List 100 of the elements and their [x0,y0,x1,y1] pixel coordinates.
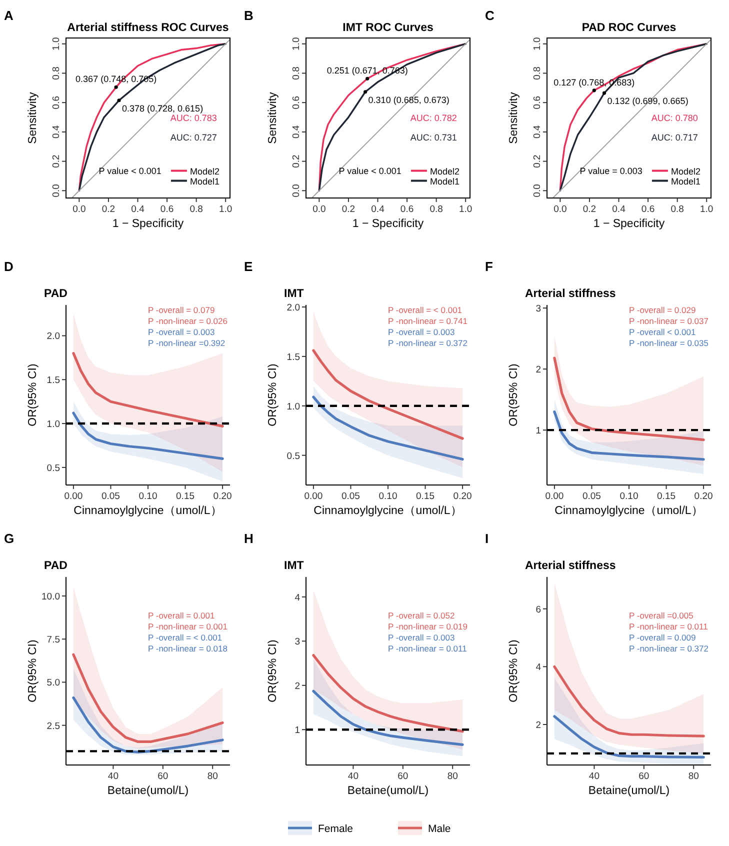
text: I [485,531,489,546]
y-tick-label: 4 [294,592,300,604]
text: H [244,531,254,546]
y-axis-title: Sensitivity [267,92,279,144]
x-tick-label: 0.2 [342,204,356,215]
y-tick-label: 0.0 [51,184,62,198]
annotation: P -non-linear = 0.035 [629,338,709,348]
y-tick-label: 1.0 [51,37,62,50]
y-tick-label: 5.0 [46,678,60,689]
line-series [72,653,224,744]
x-tick-label: 0.0 [72,204,86,215]
x-tick-label: 0.2 [582,204,596,215]
x-tick-label: 0.15 [657,491,676,502]
x-tick-label: 0.15 [416,491,435,502]
legend-label: Model2 [190,166,220,176]
y-tick-label: 0.6 [291,96,302,110]
y-tick-label: 0.2 [51,154,62,168]
y-tick-label: 1.0 [291,37,302,50]
annotation: AUC: 0.782 [410,113,457,124]
annotation: P -non-linear = 0.001 [148,621,228,632]
x-tick-label: 0.8 [190,204,203,215]
y-axis-title: Sensitivity [27,92,39,144]
annotation: P -overall = 0.001 [148,610,215,620]
annotation: P -overall = 0.079 [148,305,215,315]
annotation: P value < 0.001 [338,166,402,176]
x-tick-label: 0.0 [312,204,326,215]
x-tick-label: 0.20 [453,491,472,502]
line-series [553,715,705,758]
annotation: AUC: 0.780 [651,113,698,124]
legend-label: Model1 [430,176,460,186]
annotation: 0.378 (0.728, 0.615) [122,103,204,114]
chart-title: PAD [44,560,68,572]
annotation: P -overall < 0.001 [629,327,696,337]
x-tick-label: 60 [398,771,408,782]
annotation: P -overall = 0.052 [388,610,455,620]
x-tick-label: 1.0 [219,204,232,215]
y-tick-label: 0.8 [51,66,62,80]
x-axis-title: Cinnamoylglycine（umol/L） [74,505,222,517]
y-tick-label: 1.0 [532,37,543,50]
chart-title: Arterial stiffness [525,560,616,572]
x-tick-label: 0.6 [641,204,655,215]
x-tick-label: 60 [158,771,168,782]
y-tick-label: 2 [294,680,300,692]
x-tick-label: 0.20 [694,491,713,502]
annotation: P -overall = 0.003 [388,327,455,337]
x-tick-label: 0.0 [554,204,567,215]
text: C [485,8,495,23]
annotation: P value = 0.003 [580,166,642,176]
legend-label: Model2 [430,166,460,176]
chart-title: PAD ROC Curves [582,22,676,34]
x-tick-label: 80 [688,771,699,782]
chart-title: Arterial stiffness [525,288,616,300]
x-tick-label: 0.00 [304,491,323,502]
y-tick-label: 1 [536,426,541,437]
y-axis-title: OR(95% CI) [27,364,39,426]
x-axis-title: Betaine(umol/L) [588,785,670,797]
legend-label: Model1 [190,176,220,186]
y-tick-label: 1 [294,725,300,736]
text: D [4,259,14,274]
y-tick-label: 3 [294,636,300,648]
annotation: P value < 0.001 [98,166,162,176]
y-tick-label: 6 [536,604,541,616]
y-tick-label: 0.2 [532,154,543,168]
x-tick-label: 0.05 [582,491,601,502]
y-tick-label: 10.0 [42,591,60,602]
annotation: P -non-linear = 0.026 [148,316,228,326]
y-tick-label: 0.0 [532,184,543,198]
y-tick-label: 0.4 [532,125,543,139]
text: E [244,259,253,274]
x-axis-title: Cinnamoylglycine（umol/L） [314,505,462,517]
annotation: P -overall =0.005 [629,610,694,620]
x-axis-title: 1 − Specificity [112,218,184,230]
x-tick-label: 0.15 [176,491,195,502]
y-tick-label: 2.0 [286,302,300,314]
chart-title: IMT ROC Curves [342,22,434,34]
y-tick-label: 1.5 [46,375,60,386]
text: F [485,259,493,274]
line-series [553,410,705,461]
x-tick-label: 0.4 [371,204,384,215]
x-axis-title: Betaine(umol/L) [107,785,189,797]
y-tick-label: 0.6 [51,96,62,110]
annotation: P -non-linear = 0.011 [388,643,468,654]
text: G [4,531,14,546]
text: B [244,8,254,23]
y-tick-label: 1.0 [46,419,60,430]
annotation: P -non-linear =0.392 [148,338,226,348]
annotation: P -overall = < 0.001 [148,632,222,642]
y-tick-label: 0.6 [532,96,543,110]
chart-title: IMT [284,560,304,572]
annotation: AUC: 0.727 [170,132,217,142]
x-tick-label: 0.20 [213,491,232,502]
y-tick-label: 2.5 [46,720,60,732]
x-axis-title: 1 − Specificity [593,218,665,230]
x-tick-label: 0.10 [138,491,158,502]
annotation: AUC: 0.731 [410,132,457,142]
annotation: P -non-linear = 0.372 [629,643,709,654]
chart-title: IMT [284,288,304,300]
x-tick-label: 60 [638,771,650,782]
y-tick-label: 0.4 [51,125,62,139]
x-axis-title: Cinnamoylglycine（umol/L） [554,505,704,517]
